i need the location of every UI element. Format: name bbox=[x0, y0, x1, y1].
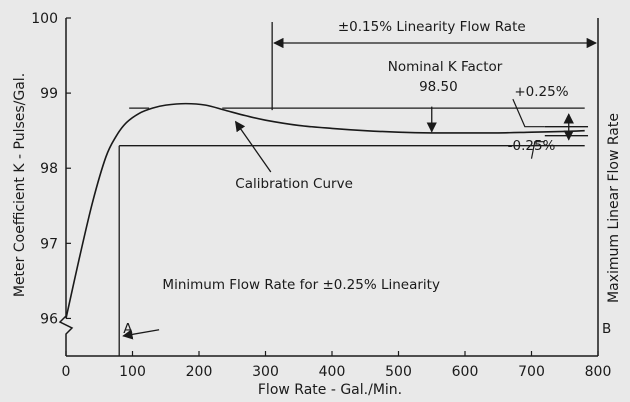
minus-tol-leader bbox=[530, 141, 545, 159]
x-tick-label: 500 bbox=[385, 364, 412, 380]
y-tick-label: 99 bbox=[40, 86, 58, 102]
linearity-range-label: ±0.15% Linearity Flow Rate bbox=[338, 19, 526, 35]
nominal-k-value: 98.50 bbox=[419, 79, 458, 95]
plus-tolerance-label: +0.25% bbox=[514, 84, 568, 100]
calibration-curve bbox=[65, 102, 585, 319]
marker-b-label: B bbox=[602, 321, 611, 337]
x-tick-label: 400 bbox=[319, 364, 346, 380]
reference-lines bbox=[118, 22, 598, 356]
x-tick-label: 200 bbox=[186, 364, 213, 380]
right-axis-title: Maximum Linear Flow Rate bbox=[606, 113, 622, 303]
x-tick-label: 100 bbox=[119, 364, 146, 380]
nominal-k-title: Nominal K Factor bbox=[388, 59, 503, 75]
y-tick-label: 96 bbox=[40, 311, 58, 327]
x-tick-label: 300 bbox=[252, 364, 279, 380]
y-tick-label: 98 bbox=[40, 161, 58, 177]
y-axis bbox=[58, 18, 74, 356]
x-tick-label: 700 bbox=[518, 364, 545, 380]
x-tick-label: 0 bbox=[62, 364, 71, 380]
y-axis-ticks: 96 97 98 99 100 bbox=[31, 11, 71, 327]
x-tick-label: 800 bbox=[585, 364, 612, 380]
y-axis-title: Meter Coefficient K - Pulses/Gal. bbox=[12, 73, 28, 297]
x-axis-title: Flow Rate - Gal./Min. bbox=[258, 382, 402, 398]
minimum-flow-label: Minimum Flow Rate for ±0.25% Linearity bbox=[162, 277, 440, 293]
y-tick-label: 100 bbox=[31, 11, 58, 27]
minus-tolerance-label: -0.25% bbox=[508, 138, 556, 154]
x-tick-label: 600 bbox=[452, 364, 479, 380]
calibration-curve-arrow bbox=[234, 120, 272, 173]
plus-tol-leader bbox=[512, 98, 545, 128]
minimum-flow-arrow bbox=[122, 329, 160, 340]
marker-a-label: A bbox=[123, 321, 133, 337]
x-axis-ticks: 0 100 200 300 400 500 600 700 800 bbox=[62, 351, 612, 380]
calibration-curve-label: Calibration Curve bbox=[235, 176, 353, 192]
y-tick-label: 97 bbox=[40, 236, 58, 252]
